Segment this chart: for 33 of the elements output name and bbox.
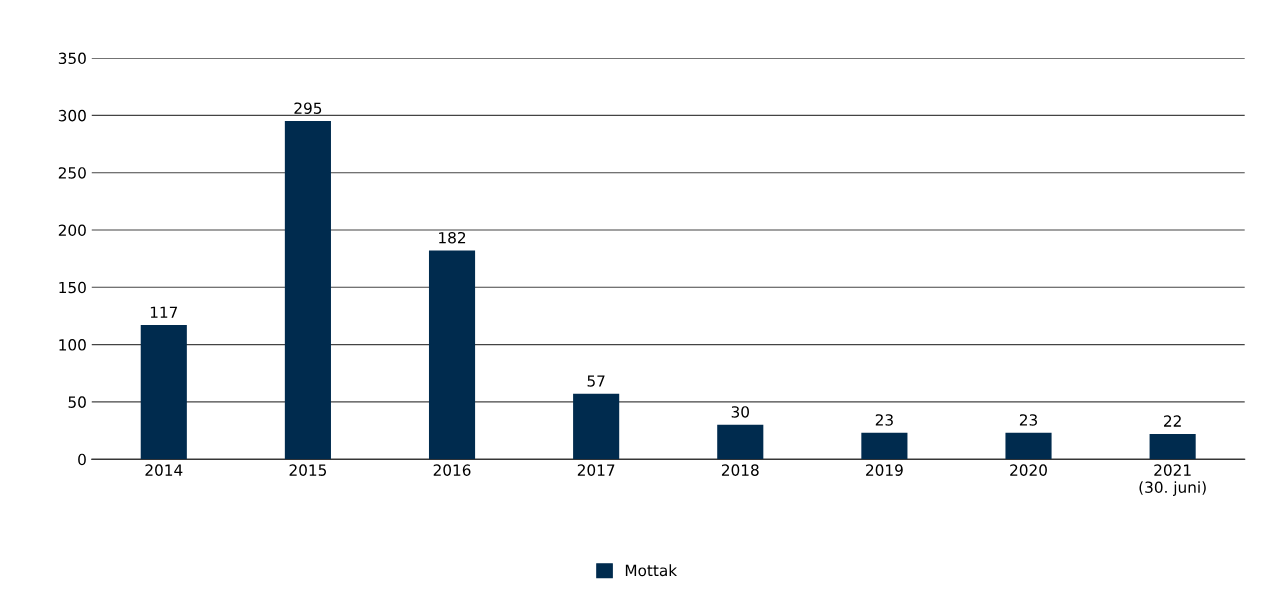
- data-label: 182: [439, 231, 466, 244]
- data-label: 22: [1164, 415, 1181, 427]
- x-tick-label: 2021 (30. juni): [1139, 464, 1206, 496]
- y-tick-label: 250: [58, 167, 86, 179]
- x-tick-label: 2019: [866, 464, 903, 476]
- y-tick-label: 100: [59, 339, 86, 351]
- x-tick-label: 2018: [721, 464, 759, 476]
- bar: [284, 121, 331, 460]
- y-tick-label: 350: [58, 52, 86, 65]
- bar: [861, 432, 908, 460]
- y-tick-label: 50: [68, 396, 86, 408]
- data-label: 295: [294, 102, 322, 114]
- bar: [1149, 433, 1196, 460]
- bar: [1005, 432, 1052, 460]
- y-tick-label: 150: [59, 281, 86, 294]
- data-label: 23: [1019, 414, 1038, 426]
- data-label: 57: [587, 375, 605, 387]
- x-tick-label: 2020: [1010, 464, 1047, 476]
- bar: [140, 325, 187, 460]
- x-tick-label: 2016: [433, 464, 471, 476]
- x-tick-label: 2015: [289, 464, 327, 476]
- x-tick-label: 2017: [577, 464, 615, 476]
- legend-label: Mottak: [625, 564, 678, 577]
- bar: [428, 250, 476, 460]
- y-tick-label: 0: [78, 453, 86, 466]
- y-tick-label: 200: [58, 224, 86, 237]
- y-tick-label: 300: [58, 109, 86, 122]
- data-label: 117: [150, 306, 178, 318]
- x-tick-label: 2014: [145, 464, 183, 476]
- data-label: 23: [875, 414, 893, 426]
- bar: [717, 424, 764, 460]
- data-label: 30: [731, 406, 749, 418]
- bar: [573, 393, 620, 460]
